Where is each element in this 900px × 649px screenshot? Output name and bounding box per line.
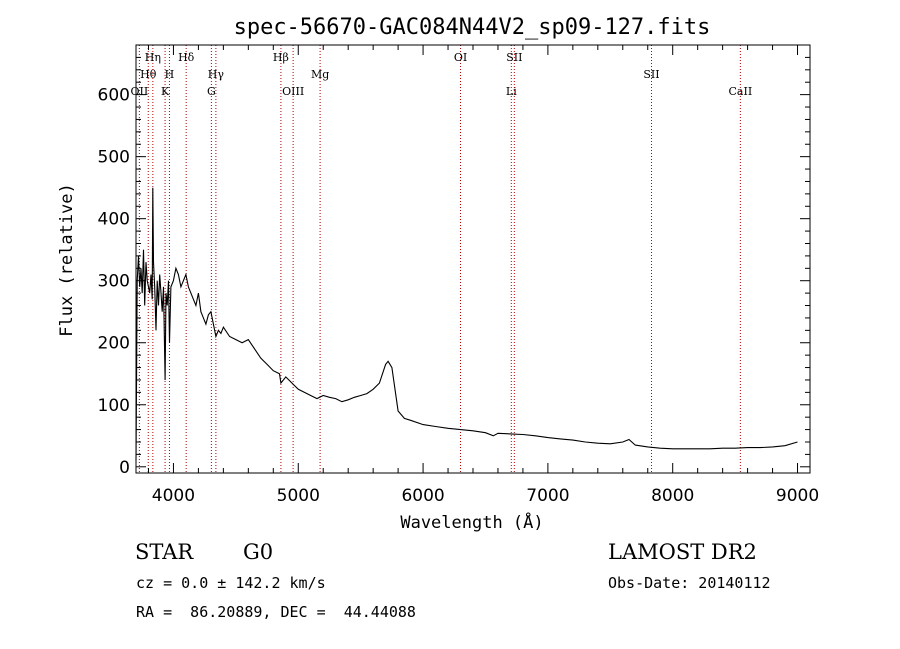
y-tick-label: 400 — [98, 210, 130, 230]
y-tick-label: 100 — [98, 396, 130, 416]
y-tick-label: 0 — [119, 458, 130, 478]
spectral-line-label: Hγ — [208, 68, 225, 81]
spectral-line-label: Hη — [145, 51, 161, 64]
axis-ticks: 4000 5000 6000 7000 8000 9000 0 100 200 300 400 500… — [98, 44, 819, 506]
x-tick-label: 6000 — [401, 486, 444, 506]
spectral-line-label: Hδ — [178, 51, 195, 64]
spectral-line-label: G — [207, 85, 216, 98]
survey-name: LAMOST DR2 — [608, 540, 757, 564]
spectral-line-label: Hθ — [140, 68, 157, 81]
object-class: STAR — [135, 540, 194, 564]
plot-frame — [135, 44, 811, 474]
spectral-line-label: Mg — [311, 68, 329, 81]
spectral-line-label: Hβ — [273, 51, 289, 64]
x-axis-label: Wavelength (Å) — [400, 511, 543, 533]
object-subclass: G0 — [243, 540, 274, 564]
y-tick-label: 600 — [98, 86, 130, 106]
spectral-line-label: SII — [643, 68, 659, 81]
spectral-line-label: OI — [454, 51, 467, 64]
y-tick-label: 300 — [98, 272, 130, 292]
redshift-cz: cz = 0.0 ± 142.2 km/s — [136, 574, 326, 592]
x-tick-label: 4000 — [152, 486, 195, 506]
x-tick-label: 5000 — [277, 486, 320, 506]
spectral-line-label: H — [165, 68, 175, 81]
x-tick-label: 8000 — [651, 486, 694, 506]
spectral-line-label: OII — [131, 85, 149, 98]
spectral-line-label: OIII — [282, 85, 304, 98]
y-axis-label: Flux (relative) — [57, 183, 77, 337]
chart-title: spec-56670-GAC084N44V2_sp09-127.fits — [234, 15, 711, 40]
observation-date: Obs-Date: 20140112 — [608, 574, 771, 592]
ra-dec: RA = 86.20889, DEC = 44.44088 — [136, 603, 416, 621]
spectrum-line-0 — [135, 187, 798, 461]
y-tick-label: 200 — [98, 334, 130, 354]
x-tick-label: 7000 — [526, 486, 569, 506]
y-tick-label: 500 — [98, 148, 130, 168]
spectrum-series — [135, 187, 798, 461]
spectral-line-label: K — [161, 85, 170, 98]
spectral-line-label: SII — [506, 51, 522, 64]
spectral-line-label: CaII — [729, 85, 753, 98]
x-tick-label: 9000 — [776, 486, 819, 506]
spectral-line-label: Li — [506, 85, 517, 98]
